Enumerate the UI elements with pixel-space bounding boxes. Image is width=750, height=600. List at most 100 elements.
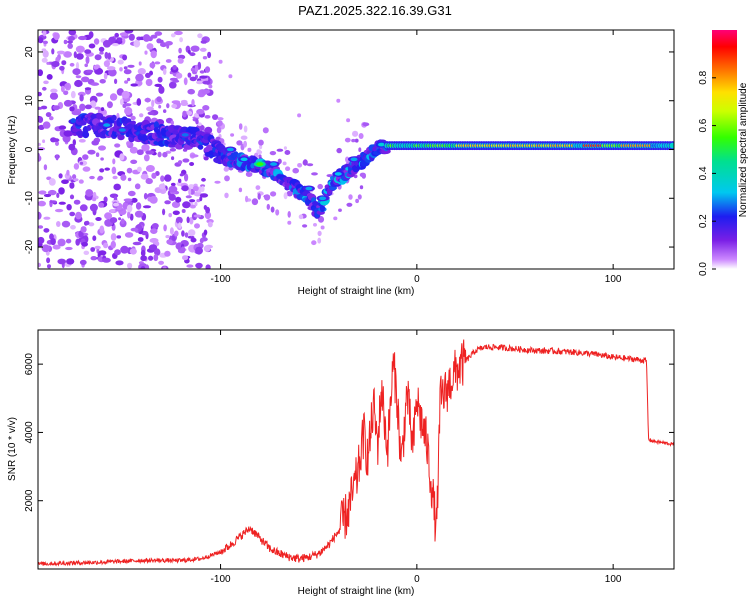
spectrogram-cell — [172, 65, 177, 70]
spectrogram-cell — [190, 237, 197, 243]
spectrogram-cell — [46, 257, 51, 264]
spectrogram-cell — [358, 147, 362, 152]
spectrogram-cell — [199, 238, 204, 244]
spectrogram-cell — [162, 208, 166, 216]
spectrogram-cell — [117, 134, 125, 141]
spectrogram-cell — [204, 115, 211, 119]
spectrogram-cell — [284, 150, 291, 155]
spectrogram-cell — [669, 144, 674, 148]
spectrogram-cell — [202, 56, 208, 60]
spectrogram-cell — [157, 76, 163, 83]
spectrogram-cell — [69, 106, 75, 112]
spectrogram-cell — [114, 249, 121, 256]
spectrogram-cell — [355, 198, 359, 204]
spectrogram-cell — [106, 66, 116, 71]
spectrogram-cell — [38, 91, 42, 97]
spectrogram-cell — [85, 189, 94, 197]
spectrogram-cell — [178, 178, 182, 183]
spectrogram-cell — [72, 68, 81, 75]
spectrogram-cell — [151, 99, 155, 108]
spectrogram-cell — [144, 264, 150, 269]
spectrogram-cell — [149, 196, 158, 204]
spectrogram-cell — [130, 115, 136, 121]
spectrogram-cell — [170, 182, 176, 187]
spectrogram-cell — [123, 66, 128, 70]
spectrogram-cell — [188, 229, 196, 237]
spectrogram-cell — [137, 81, 143, 86]
spectrogram-cell — [120, 245, 129, 254]
spectrogram-cell — [133, 39, 141, 48]
spectrogram-cell — [189, 162, 195, 166]
spectrogram-cell — [79, 103, 86, 112]
spectrogram-cell — [38, 262, 42, 268]
spectrogram-cell — [94, 54, 102, 61]
spectrogram-cell — [199, 47, 207, 52]
spectrogram-cell — [179, 37, 184, 43]
spectrogram-cell — [319, 196, 327, 201]
spectrogram-cell — [344, 137, 351, 143]
colorbar-gradient — [712, 30, 737, 269]
spectrogram-cell — [84, 63, 88, 68]
spectrogram-cell — [200, 186, 205, 192]
colorbar: 0.0 0.2 0.4 0.6 0.8 Normalized spectral ampl… — [698, 30, 749, 276]
spectrogram-cell — [51, 61, 60, 68]
spectrogram-cell — [170, 120, 174, 126]
spectrogram-cell — [66, 169, 70, 176]
spectrogram-cell — [238, 187, 243, 193]
spectrogram-cell — [109, 93, 118, 101]
spectrogram-cell — [189, 216, 194, 225]
spectrogram-cell — [204, 66, 211, 73]
spectrogram-cell — [73, 163, 80, 170]
spectrogram-cell — [275, 209, 280, 216]
spectrogram-cell — [119, 98, 124, 106]
spectrogram-cell — [154, 248, 161, 256]
spectrogram-cell — [146, 43, 154, 50]
spectrogram-cell — [214, 180, 221, 184]
spectrogram-cell — [158, 104, 162, 109]
spectrogram-cell — [194, 201, 198, 207]
spectrogram-cell — [359, 172, 366, 178]
spectrogram-cell — [92, 191, 97, 199]
spectrogram-cell — [119, 153, 125, 161]
spectrogram-cell — [97, 175, 104, 181]
spectrogram-cell — [145, 150, 155, 155]
spectrogram-cell — [55, 208, 64, 213]
spectrogram-cell — [108, 68, 117, 77]
spectrogram-cell — [107, 52, 112, 60]
spectrogram-cell — [70, 225, 76, 230]
spectrogram-cell — [100, 107, 105, 112]
spectrogram-cell — [98, 250, 107, 256]
spectrogram-cell — [240, 157, 248, 162]
spectrogram-cell — [175, 196, 182, 203]
spectrogram-cell — [85, 56, 90, 65]
spectrogram-cell — [381, 148, 391, 154]
spectrogram-cell — [118, 128, 126, 132]
spectrogram-cell — [208, 84, 213, 89]
spectrogram-cell — [41, 244, 50, 253]
spectrogram-cell — [128, 33, 135, 41]
spectrogram-cell — [182, 158, 190, 163]
spectrogram-cell — [186, 264, 194, 268]
spectrogram-cell — [287, 211, 291, 218]
spectrogram-cell — [270, 206, 275, 213]
spectrogram-cell — [67, 40, 73, 44]
spectrogram-cell — [150, 228, 158, 235]
spectrogram-cell — [38, 236, 45, 244]
spectrogram-cell — [197, 33, 203, 39]
spectrogram-cell — [312, 201, 319, 206]
spectrogram-cell — [47, 189, 57, 196]
spectrogram-cell — [77, 91, 86, 97]
spectrogram-cell — [61, 179, 69, 184]
spectrogram-cell — [297, 113, 302, 118]
spectrogram-cell — [75, 211, 82, 220]
spectrogram-cell — [99, 168, 105, 173]
spectrogram-cell — [78, 179, 84, 184]
spectrogram-cell — [47, 264, 51, 269]
spectrogram-cell — [140, 173, 149, 180]
spectrogram-cell — [171, 156, 175, 161]
spectrogram-cell — [57, 258, 66, 265]
snr-frame — [37, 329, 675, 570]
spectrogram-cell — [224, 175, 230, 182]
spectrogram-cell — [138, 61, 142, 66]
spectrogram-cell — [168, 193, 176, 201]
